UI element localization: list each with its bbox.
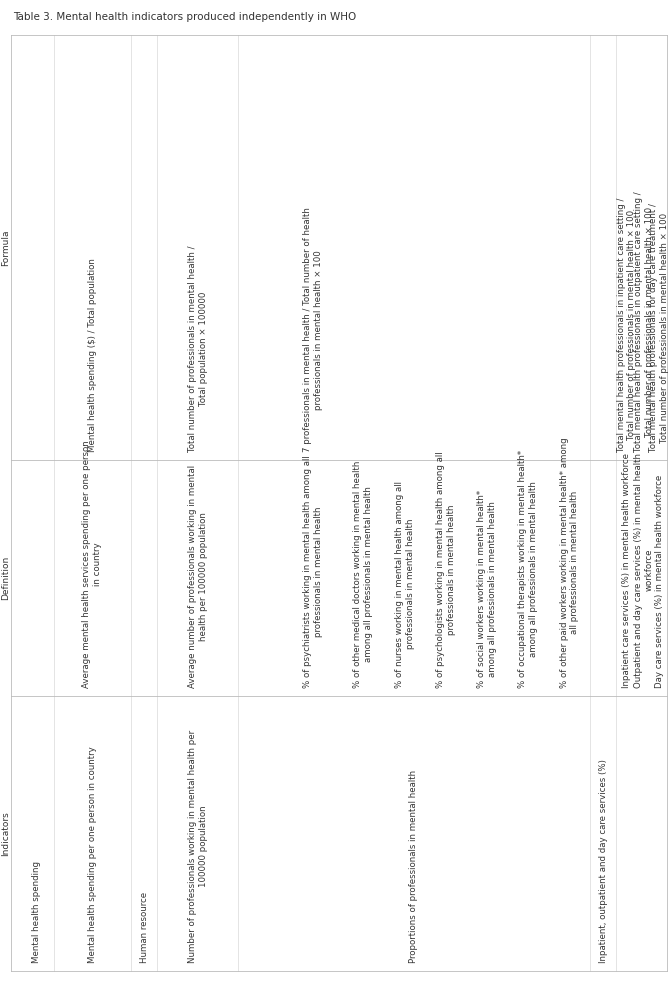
Text: Inpatient, outpatient and day care services (%): Inpatient, outpatient and day care servi… bbox=[598, 759, 608, 963]
Text: Human resource: Human resource bbox=[139, 892, 149, 963]
Text: % of psychologists working in mental health among all
professionals in mental he: % of psychologists working in mental hea… bbox=[436, 451, 456, 688]
Text: 7 professionals in mental health / Total number of health
professionals in menta: 7 professionals in mental health / Total… bbox=[304, 207, 323, 452]
Text: % of psychiatrists working in mental health among all
professionals in mental he: % of psychiatrists working in mental hea… bbox=[304, 454, 323, 688]
Text: Mental health spending per one person in country: Mental health spending per one person in… bbox=[88, 746, 96, 963]
Text: Table 3. Mental health indicators produced independently in WHO: Table 3. Mental health indicators produc… bbox=[13, 12, 356, 22]
Text: Average number of professionals working in mental
health per 100000 population: Average number of professionals working … bbox=[188, 464, 208, 688]
Text: Average mental health services spending per one person
in country: Average mental health services spending … bbox=[82, 439, 102, 688]
Text: Number of professionals working in mental health per
100000 population: Number of professionals working in menta… bbox=[188, 730, 208, 963]
Text: Outpatient and day care services (%) in mental health
workforce: Outpatient and day care services (%) in … bbox=[634, 452, 654, 688]
Text: Total number of professionals in mental health /
Total population × 100000: Total number of professionals in mental … bbox=[188, 246, 208, 452]
Text: Total mental health professionals for day care treatment /
Total number of profe: Total mental health professionals for da… bbox=[649, 203, 669, 452]
Text: Formula: Formula bbox=[1, 229, 10, 266]
Text: Mental health spending: Mental health spending bbox=[31, 861, 41, 963]
Text: Day care services (%) in mental health workforce: Day care services (%) in mental health w… bbox=[655, 474, 664, 688]
Text: % of other medical doctors working in mental health
among all professionals in m: % of other medical doctors working in me… bbox=[353, 460, 373, 688]
Text: % of social workers working in mental health*
among all professionals in mental : % of social workers working in mental he… bbox=[477, 489, 497, 688]
Text: % of nurses working in mental health among all
professionals in mental health: % of nurses working in mental health amo… bbox=[395, 480, 415, 688]
Text: Total mental health professionals in outpatient care setting /
Total number of p: Total mental health professionals in out… bbox=[634, 192, 654, 452]
Text: Total mental health professionals in inpatient care setting /
Total number of pr: Total mental health professionals in inp… bbox=[616, 198, 636, 452]
Text: Definition: Definition bbox=[1, 556, 10, 601]
Text: Mental health spending ($) / Total population: Mental health spending ($) / Total popul… bbox=[88, 258, 96, 452]
Text: Proportions of professionals in mental health: Proportions of professionals in mental h… bbox=[409, 770, 418, 963]
Text: % of occupational therapists working in mental health*
among all professionals i: % of occupational therapists working in … bbox=[519, 449, 538, 688]
Text: Inpatient care services (%) in mental health workforce: Inpatient care services (%) in mental he… bbox=[622, 452, 631, 688]
Text: Indicators: Indicators bbox=[1, 811, 10, 856]
Text: % of other paid workers working in mental health* among
all professionals in men: % of other paid workers working in menta… bbox=[559, 437, 580, 688]
